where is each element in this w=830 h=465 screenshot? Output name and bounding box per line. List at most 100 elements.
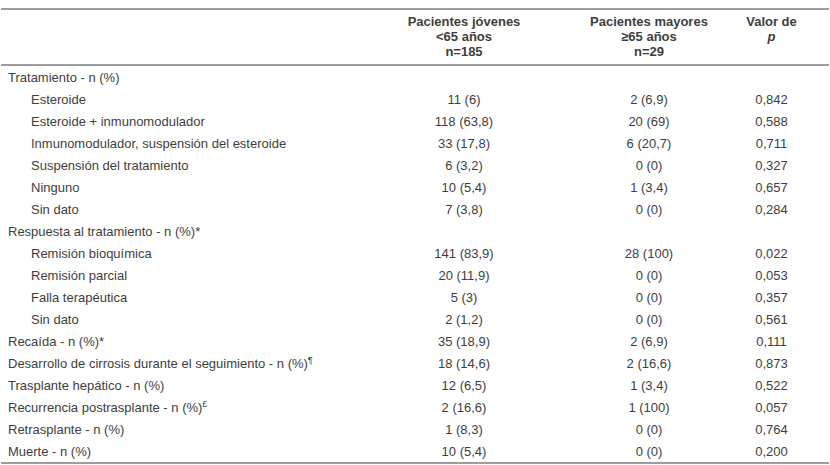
older-value: 2 (6,9) xyxy=(556,88,742,110)
row-label: Remisión parcial xyxy=(1,264,372,286)
p-value: 0,764 xyxy=(742,418,829,440)
young-value: 12 (6,5) xyxy=(372,374,556,396)
p-value: 0,357 xyxy=(742,286,829,308)
young-value xyxy=(372,65,556,88)
table-row: Recaída - n (%)* 35 (18,9) 2 (6,9) 0,111 xyxy=(1,330,829,352)
p-value: 0,053 xyxy=(742,264,829,286)
p-value-label-prefix: Valor de xyxy=(746,14,797,29)
older-group-n: n=29 xyxy=(634,44,664,59)
table-body: Tratamiento - n (%) Esteroide 11 (6) 2 (… xyxy=(1,65,829,463)
table-row: Muerte - n (%) 10 (5,4) 0 (0) 0,200 xyxy=(1,440,829,463)
older-value: 2 (16,6) xyxy=(556,352,742,374)
row-label: Muerte - n (%) xyxy=(1,440,372,463)
p-value: 0,057 xyxy=(742,396,829,418)
table-row: Suspensión del tratamiento 6 (3,2) 0 (0)… xyxy=(1,154,829,176)
table-row: Esteroide + inmunomodulador 118 (63,8) 2… xyxy=(1,110,829,132)
young-value: 5 (3) xyxy=(372,286,556,308)
table-row: Falla terapéutica 5 (3) 0 (0) 0,357 xyxy=(1,286,829,308)
table-row: Retrasplante - n (%) 1 (8,3) 0 (0) 0,764 xyxy=(1,418,829,440)
older-value: 20 (69) xyxy=(556,110,742,132)
table-row: Remisión bioquímica 141 (83,9) 28 (100) … xyxy=(1,242,829,264)
row-label: Sin dato xyxy=(1,308,372,330)
header-empty-cell xyxy=(1,9,372,65)
p-value: 0,873 xyxy=(742,352,829,374)
table-row: Sin dato 2 (1,2) 0 (0) 0,561 xyxy=(1,308,829,330)
young-value: 20 (11,9) xyxy=(372,264,556,286)
footnote-marker: £ xyxy=(202,398,207,408)
young-group-n: n=185 xyxy=(445,44,482,59)
older-value: 0 (0) xyxy=(556,440,742,463)
older-value: 1 (3,4) xyxy=(556,176,742,198)
results-table: Pacientes jóvenes <65 años n=185 Pacient… xyxy=(1,8,829,464)
table-row: Trasplante hepático - n (%) 12 (6,5) 1 (… xyxy=(1,374,829,396)
p-value: 0,561 xyxy=(742,308,829,330)
young-value: 118 (63,8) xyxy=(372,110,556,132)
p-value: 0,022 xyxy=(742,242,829,264)
young-value: 7 (3,8) xyxy=(372,198,556,220)
older-value xyxy=(556,220,742,242)
p-value-letter: p xyxy=(768,29,776,44)
older-value: 1 (100) xyxy=(556,396,742,418)
header-older-group: Pacientes mayores ≥65 años n=29 xyxy=(556,9,742,65)
older-value: 0 (0) xyxy=(556,264,742,286)
young-value: 33 (17,8) xyxy=(372,132,556,154)
row-label: Recurrencia postrasplante - n (%)£ xyxy=(1,396,372,418)
young-value: 141 (83,9) xyxy=(372,242,556,264)
header-row: Pacientes jóvenes <65 años n=185 Pacient… xyxy=(1,9,829,65)
header-young-group: Pacientes jóvenes <65 años n=185 xyxy=(372,9,556,65)
row-label: Recaída - n (%)* xyxy=(1,330,372,352)
row-label: Esteroide + inmunomodulador xyxy=(1,110,372,132)
older-value: 0 (0) xyxy=(556,286,742,308)
row-label: Sin dato xyxy=(1,198,372,220)
young-value: 6 (3,2) xyxy=(372,154,556,176)
p-value: 0,711 xyxy=(742,132,829,154)
young-value: 10 (5,4) xyxy=(372,176,556,198)
row-label: Remisión bioquímica xyxy=(1,242,372,264)
row-label: Inmunomodulador, suspensión del esteroid… xyxy=(1,132,372,154)
row-label: Suspensión del tratamiento xyxy=(1,154,372,176)
row-label: Desarrollo de cirrosis durante el seguim… xyxy=(1,352,372,374)
table-row: Esteroide 11 (6) 2 (6,9) 0,842 xyxy=(1,88,829,110)
table-row: Tratamiento - n (%) xyxy=(1,65,829,88)
row-label: Respuesta al tratamiento - n (%)* xyxy=(1,220,372,242)
p-value: 0,522 xyxy=(742,374,829,396)
older-value: 6 (20,7) xyxy=(556,132,742,154)
p-value: 0,327 xyxy=(742,154,829,176)
p-value: 0,657 xyxy=(742,176,829,198)
young-value: 2 (1,2) xyxy=(372,308,556,330)
table-row: Remisión parcial 20 (11,9) 0 (0) 0,053 xyxy=(1,264,829,286)
p-value: 0,111 xyxy=(742,330,829,352)
row-label: Retrasplante - n (%) xyxy=(1,418,372,440)
row-label: Ninguno xyxy=(1,176,372,198)
row-label: Falla terapéutica xyxy=(1,286,372,308)
older-value: 1 (3,4) xyxy=(556,374,742,396)
older-value: 0 (0) xyxy=(556,154,742,176)
table-header: Pacientes jóvenes <65 años n=185 Pacient… xyxy=(1,9,829,65)
footnote-marker: ¶ xyxy=(308,354,313,364)
older-value: 0 (0) xyxy=(556,198,742,220)
header-p-value: Valor de p xyxy=(742,9,829,65)
p-value: 0,200 xyxy=(742,440,829,463)
table-row: Desarrollo de cirrosis durante el seguim… xyxy=(1,352,829,374)
young-value xyxy=(372,220,556,242)
young-group-age: <65 años xyxy=(436,29,492,44)
table-row: Ninguno 10 (5,4) 1 (3,4) 0,657 xyxy=(1,176,829,198)
older-group-title: Pacientes mayores xyxy=(590,14,708,29)
older-group-age: ≥65 años xyxy=(621,29,677,44)
table-row: Respuesta al tratamiento - n (%)* xyxy=(1,220,829,242)
young-group-title: Pacientes jóvenes xyxy=(408,14,521,29)
row-label: Esteroide xyxy=(1,88,372,110)
table-row: Sin dato 7 (3,8) 0 (0) 0,284 xyxy=(1,198,829,220)
row-label: Tratamiento - n (%) xyxy=(1,65,372,88)
older-value: 0 (0) xyxy=(556,418,742,440)
older-value: 0 (0) xyxy=(556,308,742,330)
older-value: 2 (6,9) xyxy=(556,330,742,352)
young-value: 10 (5,4) xyxy=(372,440,556,463)
table-row: Recurrencia postrasplante - n (%)£ 2 (16… xyxy=(1,396,829,418)
older-value xyxy=(556,65,742,88)
p-value: 0,842 xyxy=(742,88,829,110)
young-value: 1 (8,3) xyxy=(372,418,556,440)
p-value xyxy=(742,65,829,88)
p-value: 0,284 xyxy=(742,198,829,220)
p-value xyxy=(742,220,829,242)
